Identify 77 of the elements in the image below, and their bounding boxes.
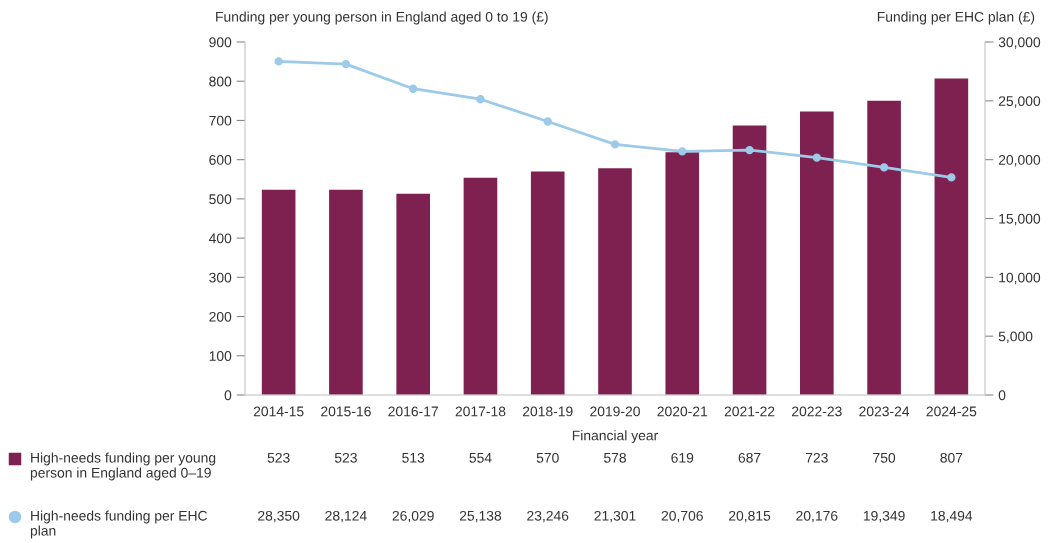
x-tick-label: 2020-21 (657, 406, 708, 417)
x-tick-label: 2014-15 (253, 406, 304, 417)
y-axis-title: Funding per young person in England aged 0 to 19 (£) (216, 11, 548, 25)
data-label: 28,350 (258, 510, 300, 523)
data-label: 23,246 (527, 510, 569, 523)
bar (530, 171, 565, 395)
legend-label: High-needs funding per EHC plan (30, 510, 208, 539)
y-tick-label: 100 (209, 351, 232, 361)
data-label: 578 (603, 452, 626, 463)
point (409, 84, 418, 93)
bar (396, 193, 430, 395)
data-label: 807 (940, 452, 963, 463)
bar (329, 189, 363, 395)
y-tick-label: 700 (209, 115, 232, 126)
x-tick-label: 2017-18 (455, 406, 506, 417)
data-label: 723 (805, 452, 828, 463)
point (678, 147, 687, 156)
data-label: 20,706 (661, 510, 703, 523)
x-tick-label: 2021-22 (724, 406, 775, 417)
data-label: 523 (334, 452, 357, 463)
data-label: 619 (671, 452, 694, 463)
y2-tick-label: 30,000 (998, 37, 1041, 49)
point (947, 173, 956, 182)
y2-tick-label: 20,000 (998, 155, 1041, 167)
y2-axis-title: Funding per EHC plan (£) (877, 11, 1035, 25)
data-label: 750 (873, 452, 896, 463)
y-tick-label: 0 (224, 390, 232, 401)
y-tick-label: 200 (209, 311, 232, 322)
bar (261, 189, 296, 395)
data-label: 687 (738, 452, 761, 463)
data-label: 523 (267, 452, 290, 463)
bar (732, 125, 767, 395)
bar (598, 168, 632, 395)
point (274, 57, 283, 66)
y-tick-label: 500 (209, 194, 232, 205)
data-label: 28,124 (325, 510, 367, 523)
x-tick-label: 2022-23 (792, 406, 842, 417)
data-label: 19,349 (863, 510, 905, 523)
legend-label: High-needs funding per young person in England aged 0–19 (30, 452, 216, 481)
bar (934, 78, 969, 395)
data-label: 21,301 (594, 510, 636, 523)
data-label: 20,176 (796, 510, 838, 523)
data-label: 26,029 (392, 510, 434, 523)
bar (463, 177, 498, 395)
point (610, 140, 620, 149)
bar (800, 111, 834, 395)
bar (665, 152, 700, 395)
x-axis-title: Financial year (572, 430, 658, 444)
data-label: 18,494 (931, 510, 973, 523)
x-tick-label: 2019-20 (590, 406, 640, 417)
data-label: 554 (469, 453, 492, 463)
y-tick-label: 400 (208, 233, 232, 244)
bar (867, 100, 901, 395)
data-label: 25,138 (459, 510, 502, 523)
x-tick-label: 2015-16 (321, 406, 371, 417)
point (812, 153, 821, 162)
point (341, 59, 351, 69)
point (879, 163, 889, 172)
y-tick-label: 600 (209, 155, 232, 165)
point (745, 145, 754, 155)
x-tick-label: 2018-19 (522, 406, 573, 417)
x-tick-label: 2023-24 (859, 406, 910, 417)
data-label: 513 (402, 452, 425, 463)
y-tick-label: 900 (209, 37, 232, 48)
y-tick-label: 300 (209, 272, 232, 283)
point (476, 95, 485, 104)
y2-tick-label: 15,000 (999, 213, 1041, 226)
x-tick-label: 2024-25 (926, 406, 977, 417)
y2-tick-label: 5,000 (998, 331, 1033, 343)
y2-tick-label: 10,000 (999, 272, 1041, 285)
data-label: 20,815 (729, 510, 771, 523)
point (543, 117, 552, 126)
y2-tick-label: 25,000 (998, 96, 1041, 108)
y-tick-label: 800 (209, 76, 232, 87)
y2-tick-label: 0 (998, 390, 1006, 401)
data-label: 570 (536, 452, 559, 463)
x-tick-label: 2016-17 (388, 406, 438, 417)
